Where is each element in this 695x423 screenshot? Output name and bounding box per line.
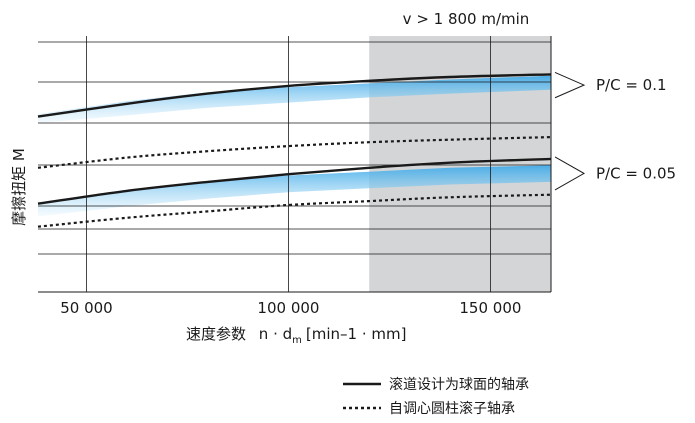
x-axis-label: 速度参数 n · dm [min–1 · mm] xyxy=(186,325,406,346)
legend-label-dotted: 自调心圆柱滚子轴承 xyxy=(389,400,515,417)
tolerance-band-1 xyxy=(38,75,551,123)
x-tick-label: 50 000 xyxy=(60,299,113,317)
region-label: v > 1 800 m/min xyxy=(403,10,530,28)
x-axis-label-units: [min–1 · mm] xyxy=(306,325,407,343)
series-dotted-2 xyxy=(37,193,552,228)
tolerance-band-2 xyxy=(38,165,551,217)
group-label-2: P/C = 0.05 xyxy=(596,164,676,182)
x-tick-label: 150 000 xyxy=(459,299,521,317)
series-solid-1 xyxy=(37,73,552,118)
legend-label-solid: 滚道设计为球面的轴承 xyxy=(389,376,529,393)
x-axis-label-formula: n · d xyxy=(259,325,292,343)
x-axis-label-sub: m xyxy=(292,335,302,346)
series-solid-2 xyxy=(37,157,552,205)
series-dotted-1 xyxy=(37,136,552,169)
group-label-1: P/C = 0.1 xyxy=(596,76,667,94)
y-axis-label: 摩擦扭矩 M xyxy=(10,148,28,226)
x-tick-label: 100 000 xyxy=(257,299,319,317)
group-brace-1 xyxy=(554,71,586,99)
x-axis-label-main: 速度参数 xyxy=(186,325,246,343)
group-brace-2 xyxy=(554,156,586,191)
